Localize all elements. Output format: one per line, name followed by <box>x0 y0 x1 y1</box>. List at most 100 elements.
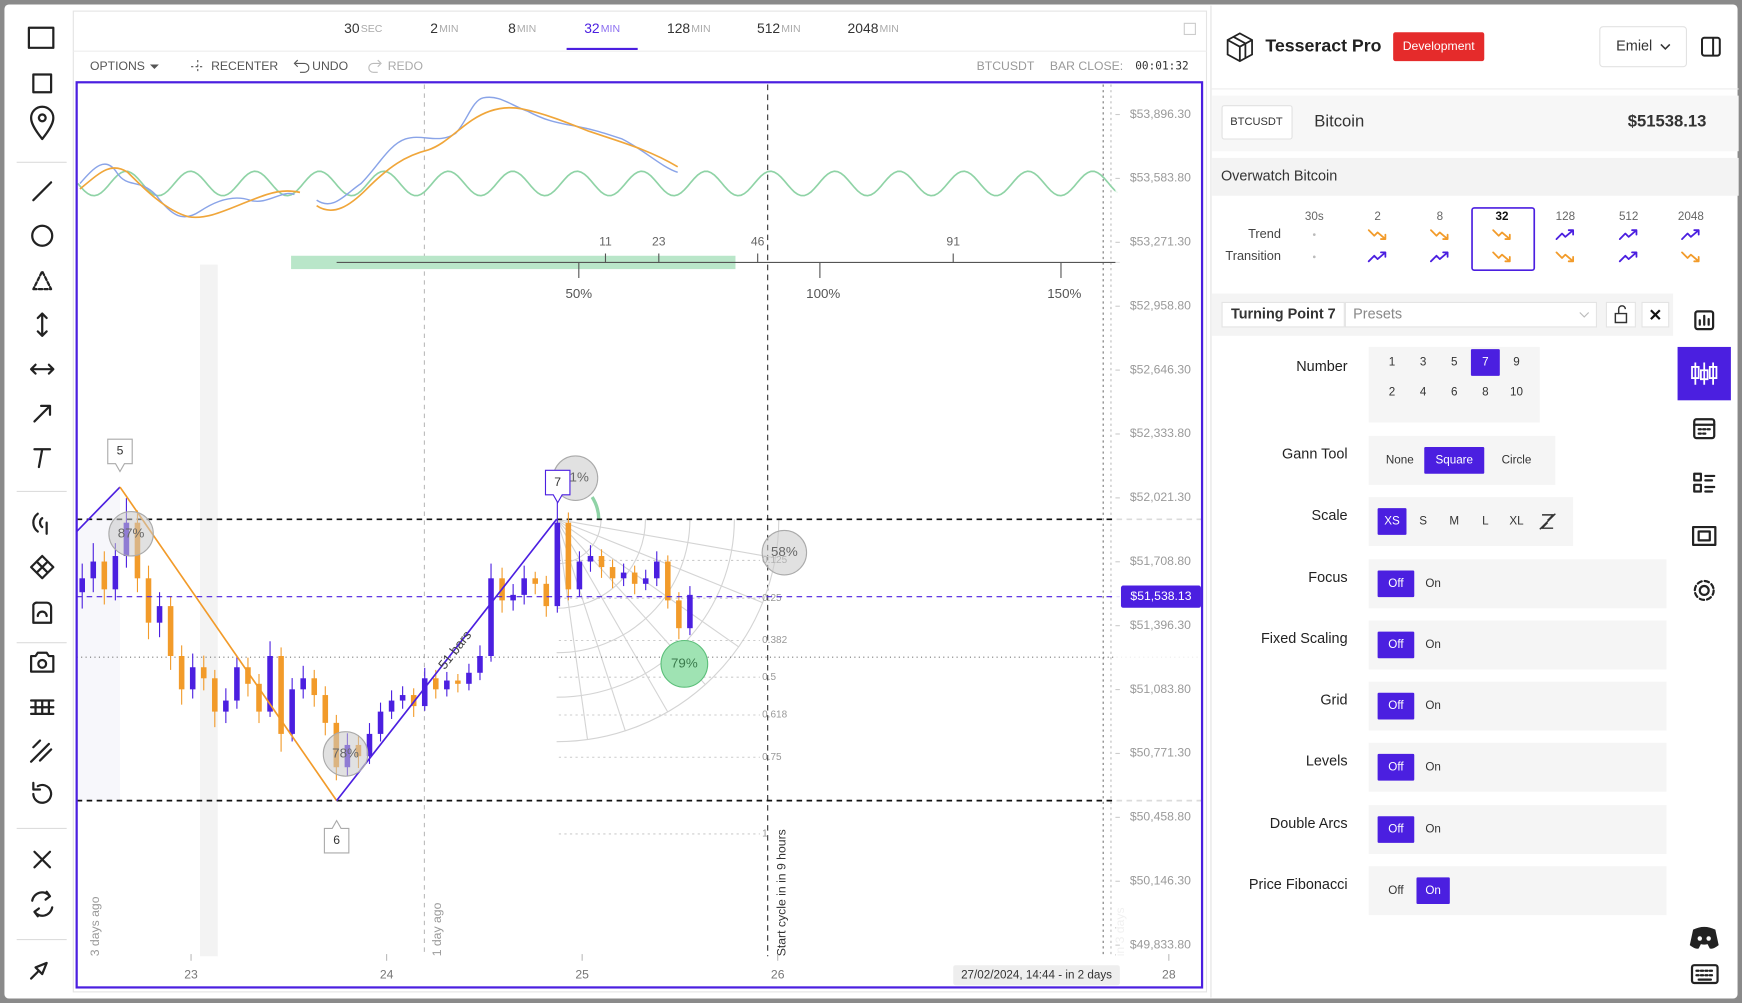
symbol-name: Bitcoin <box>1314 112 1364 131</box>
setting-label: Fixed Scaling <box>1261 631 1348 647</box>
tool-signal[interactable] <box>32 512 48 535</box>
action-recenter[interactable]: RECENTER <box>211 59 278 73</box>
fib-label: 0.25 <box>762 593 782 604</box>
timeframe-unit: MIN <box>601 23 620 35</box>
icon-calendar[interactable] <box>1693 418 1716 440</box>
panel-toggle[interactable] <box>1701 36 1721 57</box>
icon-settings[interactable] <box>1698 584 1710 597</box>
y-tick-label: $49,833.80 <box>1130 937 1191 951</box>
action-undo[interactable]: UNDO <box>312 59 348 73</box>
camera-lens <box>37 658 48 669</box>
scale-swap-icon[interactable] <box>1539 513 1556 530</box>
timeframe-value: 8 <box>508 20 516 36</box>
tool-sync[interactable] <box>31 890 54 918</box>
signal-down <box>1492 229 1511 240</box>
option-button[interactable] <box>1377 692 1415 720</box>
icon-layout[interactable] <box>1692 525 1717 546</box>
tool-delete[interactable] <box>33 850 52 869</box>
tool-camera[interactable] <box>29 651 55 673</box>
tool-circle[interactable] <box>31 224 54 247</box>
tool-triangle[interactable] <box>32 270 53 291</box>
option-label: Square <box>1435 453 1473 466</box>
icon-discord[interactable] <box>1689 926 1719 949</box>
tool-rect[interactable] <box>32 73 53 94</box>
candle-body <box>377 711 384 734</box>
action-options[interactable]: OPTIONS <box>90 59 145 73</box>
tool-vertical[interactable] <box>36 312 48 337</box>
candle-body <box>189 667 196 690</box>
icon-keyboard[interactable] <box>1690 964 1719 985</box>
candle-body <box>642 578 649 584</box>
shade <box>76 487 120 801</box>
undo-icon <box>293 59 310 73</box>
tool-name-box <box>1221 301 1345 328</box>
signal-down <box>1681 251 1700 263</box>
option-button[interactable] <box>1424 447 1485 474</box>
setting-label: Gann Tool <box>1282 447 1348 463</box>
tp-leg <box>335 518 558 802</box>
signal-up <box>1367 251 1387 263</box>
candle-body <box>322 695 329 723</box>
left-toolbar <box>16 26 67 980</box>
tool-feed[interactable] <box>32 601 53 624</box>
tool-pin[interactable] <box>29 105 55 141</box>
symbol: BTCUSDT <box>1230 116 1283 128</box>
action-redo[interactable]: REDO <box>388 59 423 73</box>
option-label: Off <box>1388 699 1404 712</box>
candle-body <box>653 561 660 579</box>
timeframe-unit: SEC <box>361 23 383 35</box>
tool-grid[interactable] <box>29 554 55 580</box>
candle-body <box>532 578 539 584</box>
setting-label: Price Fibonacci <box>1249 877 1348 893</box>
tool-text[interactable] <box>33 448 52 469</box>
candle-body <box>444 680 450 690</box>
tool-magnet[interactable] <box>29 961 48 980</box>
presets-dropdown[interactable] <box>1344 301 1598 328</box>
option-button[interactable] <box>1377 570 1415 598</box>
option-button[interactable] <box>1377 753 1415 781</box>
oscillator-slow <box>79 106 679 219</box>
option-button[interactable] <box>1416 877 1450 905</box>
tool-horizontal[interactable] <box>29 363 55 375</box>
timeframe[interactable]: 30SEC <box>344 20 383 36</box>
option-button[interactable] <box>1377 816 1415 843</box>
overwatch-title: Overwatch Bitcoin <box>1221 169 1337 185</box>
y-tick-label: $52,958.80 <box>1130 298 1191 312</box>
candle-body <box>488 578 494 657</box>
tool-brush[interactable] <box>29 739 53 763</box>
tool-crosshair[interactable] <box>27 26 55 49</box>
icon-chart[interactable] <box>1694 310 1715 331</box>
option-button[interactable] <box>1470 349 1500 376</box>
y-tick-label: $51,396.30 <box>1130 618 1191 632</box>
oscillator <box>77 170 1119 197</box>
timeframe-unit: MIN <box>781 23 800 35</box>
signal-neutral <box>1312 233 1316 236</box>
symbol-tag <box>1221 105 1293 140</box>
tool-arrow[interactable] <box>33 404 52 423</box>
fib-label: 0.382 <box>762 635 787 646</box>
x-tick-label: 24 <box>380 967 394 981</box>
option-button[interactable] <box>1377 631 1415 659</box>
option-button[interactable] <box>1377 508 1407 535</box>
timeframe[interactable]: 32MIN <box>584 20 620 36</box>
setting-label: Number <box>1296 359 1348 375</box>
y-tick-label: $52,646.30 <box>1130 362 1191 376</box>
bubble-label: 87% <box>118 525 145 540</box>
user-button[interactable] <box>1599 26 1688 68</box>
price-axis-bg <box>1115 84 1201 986</box>
timeline-count: 23 <box>652 235 666 249</box>
maximize[interactable] <box>1183 22 1196 36</box>
icon-chart-bars <box>1698 314 1710 326</box>
brand: Tesseract Pro <box>1265 35 1381 55</box>
timeframe[interactable]: 2MIN <box>430 20 458 36</box>
tool-ruler[interactable] <box>29 699 55 715</box>
icon-list[interactable] <box>1693 472 1716 493</box>
timeframe[interactable]: 512MIN <box>757 20 801 36</box>
tool-line[interactable] <box>32 181 53 202</box>
timeframe[interactable]: 128MIN <box>667 20 711 36</box>
timeframe-unit: MIN <box>880 23 899 35</box>
timeframe[interactable]: 2048MIN <box>848 20 899 36</box>
timeframe[interactable]: 8MIN <box>508 20 536 36</box>
option-label: L <box>1482 515 1489 528</box>
tool-reset[interactable] <box>32 781 53 804</box>
